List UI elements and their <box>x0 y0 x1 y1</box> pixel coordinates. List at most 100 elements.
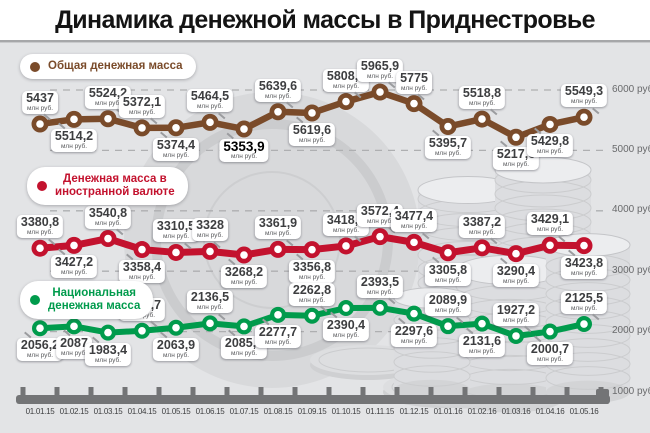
x-tick-label: 01.07.15 <box>229 407 259 416</box>
data-point-center <box>444 122 452 131</box>
unit-text: млн руб. <box>502 161 530 169</box>
data-point-center <box>240 322 248 331</box>
coin-edge <box>393 365 471 387</box>
value-label: 5514,2 млн руб. <box>50 129 98 153</box>
data-point-center <box>580 320 588 328</box>
value-label: 5965,9 млн руб. <box>356 59 404 83</box>
value-text: 2087 <box>60 336 88 351</box>
value-text: 2262,8 <box>292 282 332 297</box>
data-point-center <box>512 133 520 142</box>
data-point-center <box>342 304 350 312</box>
data-point-center <box>512 249 520 258</box>
unit-text: млн руб. <box>230 350 258 358</box>
value-label: 3429,1 млн руб. <box>526 212 574 236</box>
value-label: 1983,4 млн руб. <box>84 342 132 366</box>
value-text: 3361,9 <box>258 216 298 231</box>
unit-text: млн руб. <box>570 269 598 277</box>
unit-text: млн руб. <box>264 92 292 100</box>
value-text: 3268,2 <box>224 265 264 279</box>
data-point-center <box>342 242 350 250</box>
value-label: 3328 млн руб. <box>192 218 228 242</box>
unit-text: млн руб. <box>196 304 224 312</box>
value-label: 2390,4 млн руб. <box>322 318 370 342</box>
data-point-center <box>308 311 316 320</box>
data-point-center <box>104 328 112 337</box>
unit-text: млн руб. <box>162 351 190 359</box>
x-tick-label: 01.11.15 <box>365 407 395 416</box>
axis-tick <box>394 387 400 396</box>
value-text: 2277,7 <box>258 324 298 339</box>
axis-tick <box>292 387 298 396</box>
unit-text: млн руб. <box>128 273 156 281</box>
y-tick-label: 5000 руб. <box>612 143 650 155</box>
value-label: 2297,6 млн руб. <box>390 323 438 347</box>
data-point-center <box>240 125 248 133</box>
value-text: 5524,2 <box>88 85 128 100</box>
value-label: 5464,5 млн руб. <box>186 89 234 113</box>
data-point-center <box>342 97 350 106</box>
x-tick-label: 01.09.15 <box>297 407 327 416</box>
value-label: 3540,8 млн руб. <box>84 205 132 229</box>
legend-label-line2: денежная масса <box>48 300 141 312</box>
unit-text: млн руб. <box>162 151 190 159</box>
unit-text: млн руб. <box>26 105 54 112</box>
unit-text: млн руб. <box>366 288 394 296</box>
axis-tick <box>122 387 128 396</box>
x-tick-label: 01.03.15 <box>93 407 123 416</box>
unit-text: млн руб. <box>468 228 496 236</box>
x-tick-label: 01.10.15 <box>331 407 361 416</box>
value-text: 5353,9 <box>223 139 265 155</box>
chart-title: Динамика денежной массы в Приднестровье <box>55 5 595 34</box>
legend-foreign-currency-money: Денежная масса в иностранной валюте <box>27 167 188 205</box>
value-label: 3427,2 млн руб. <box>50 255 98 279</box>
value-label: 5353,9 млн руб. <box>219 139 269 163</box>
data-point-center <box>546 327 554 336</box>
coin-edge <box>393 351 471 373</box>
data-point-center <box>546 241 554 250</box>
value-label: 3380,8 млн руб. <box>16 215 64 239</box>
data-point-center <box>138 124 146 132</box>
unit-text: млн руб. <box>536 355 564 363</box>
axis-tick <box>326 387 332 396</box>
value-label: 3361,9 млн руб. <box>254 216 302 240</box>
value-text: 2136,5 <box>190 290 230 305</box>
value-text: 5429,8 <box>530 134 570 149</box>
data-point-center <box>580 241 588 250</box>
data-point-center <box>36 244 44 252</box>
data-point-center <box>70 241 78 250</box>
unit-text: млн руб. <box>230 279 258 286</box>
x-tick-label: 01.05.15 <box>161 407 191 416</box>
unit-text: млн руб. <box>162 233 190 241</box>
value-label: 2000,7 млн руб. <box>526 341 574 365</box>
unit-text: млн руб. <box>434 150 462 158</box>
data-point-center <box>308 245 316 254</box>
axis-tick <box>258 387 264 396</box>
value-text: 5372,1 <box>122 94 162 109</box>
value-text: 2131,6 <box>462 333 502 348</box>
data-point-center <box>172 248 180 257</box>
data-point-center <box>104 234 112 243</box>
value-label: 2131,6 млн руб. <box>458 333 506 357</box>
axis-tick <box>54 387 60 396</box>
value-label: 3268,2 млн руб. <box>220 265 268 288</box>
chart-area: Общая денежная масса Денежная масса в ин… <box>0 40 650 433</box>
unit-text: млн руб. <box>536 226 564 234</box>
value-label: 5639,6 млн руб. <box>254 78 302 102</box>
value-label: 3387,2 млн руб. <box>458 214 506 238</box>
unit-text: млн руб. <box>60 350 88 358</box>
unit-text: млн руб. <box>264 230 292 238</box>
unit-text: млн руб. <box>94 219 122 227</box>
value-text: 2125,5 <box>564 291 604 306</box>
data-point-center <box>36 120 44 128</box>
value-text: 3387,2 <box>462 214 502 229</box>
value-label: 5395,7 млн руб. <box>424 136 472 160</box>
axis-tick <box>530 387 536 396</box>
unit-text: млн руб. <box>60 269 88 277</box>
x-tick-label: 01.03.16 <box>501 407 531 416</box>
value-text: 1927,2 <box>496 302 536 317</box>
unit-text: млн руб. <box>196 103 224 111</box>
unit-text: млн руб. <box>60 143 88 151</box>
unit-text: млн руб. <box>434 276 462 284</box>
data-point-center <box>478 244 486 252</box>
value-label: 2125,5 млн руб. <box>560 291 608 315</box>
